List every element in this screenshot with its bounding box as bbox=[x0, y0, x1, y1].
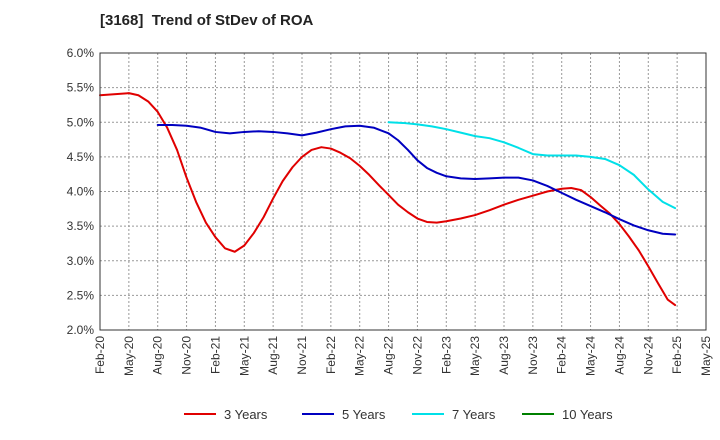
legend: 3 Years 5 Years 7 Years 10 Years bbox=[184, 407, 613, 422]
x-tick-label: Feb-21 bbox=[208, 336, 222, 374]
series-line-5-years bbox=[156, 124, 677, 236]
x-tick-label: Feb-23 bbox=[439, 336, 453, 374]
grid-layer bbox=[99, 52, 707, 331]
x-tick-label: Aug-20 bbox=[151, 336, 165, 375]
legend-item: 10 Years bbox=[522, 407, 613, 422]
x-tick-label: Nov-23 bbox=[526, 336, 540, 375]
legend-item: 7 Years bbox=[412, 407, 496, 422]
x-tick-label: Aug-22 bbox=[382, 336, 396, 375]
chart-title: [3168] Trend of StDev of ROA bbox=[100, 12, 314, 29]
x-tick-label: Nov-21 bbox=[295, 336, 309, 375]
x-tick-label: Feb-24 bbox=[555, 336, 569, 374]
x-tick-label: May-24 bbox=[584, 336, 598, 376]
x-tick-label: Aug-21 bbox=[266, 336, 280, 375]
y-tick-label: 5.5% bbox=[67, 81, 95, 95]
x-tick-label: Feb-25 bbox=[670, 336, 684, 374]
x-tick-label: Nov-22 bbox=[410, 336, 424, 375]
y-tick-label: 2.5% bbox=[67, 288, 95, 302]
y-tick-label: 3.5% bbox=[67, 219, 95, 233]
legend-label: 10 Years bbox=[562, 407, 613, 422]
x-tick-label: Nov-20 bbox=[180, 336, 194, 375]
x-tick-label: Aug-24 bbox=[612, 336, 626, 375]
y-tick-label: 6.0% bbox=[67, 46, 95, 60]
legend-label: 7 Years bbox=[452, 407, 496, 422]
series-layer bbox=[99, 92, 677, 307]
y-tick-label: 4.0% bbox=[67, 185, 95, 199]
series-line-7-years bbox=[387, 121, 677, 210]
x-tick-label: Aug-23 bbox=[497, 336, 511, 375]
x-tick-label: May-22 bbox=[353, 336, 367, 376]
axis-layer: 2.0% 2.5% 3.0% 3.5% 4.0% 4.5% 5.0% 5.5% 6.0% Feb-… bbox=[67, 46, 713, 376]
x-tick-label: Nov-24 bbox=[641, 336, 655, 375]
x-tick-label: May-21 bbox=[237, 336, 251, 376]
legend-item: 3 Years bbox=[184, 407, 268, 422]
x-tick-label: Feb-20 bbox=[93, 336, 107, 374]
y-tick-label: 4.5% bbox=[67, 150, 95, 164]
legend-label: 3 Years bbox=[224, 407, 268, 422]
x-tick-label: Feb-22 bbox=[324, 336, 338, 374]
x-tick-label: May-23 bbox=[468, 336, 482, 376]
x-tick-label: May-20 bbox=[122, 336, 136, 376]
series-line-3-years bbox=[99, 92, 677, 307]
x-tick-label: May-25 bbox=[699, 336, 713, 376]
y-tick-label: 5.0% bbox=[67, 115, 95, 129]
y-tick-label: 2.0% bbox=[67, 323, 95, 337]
y-tick-label: 3.0% bbox=[67, 254, 95, 268]
legend-item: 5 Years bbox=[302, 407, 386, 422]
legend-label: 5 Years bbox=[342, 407, 386, 422]
plot-frame bbox=[99, 52, 707, 331]
